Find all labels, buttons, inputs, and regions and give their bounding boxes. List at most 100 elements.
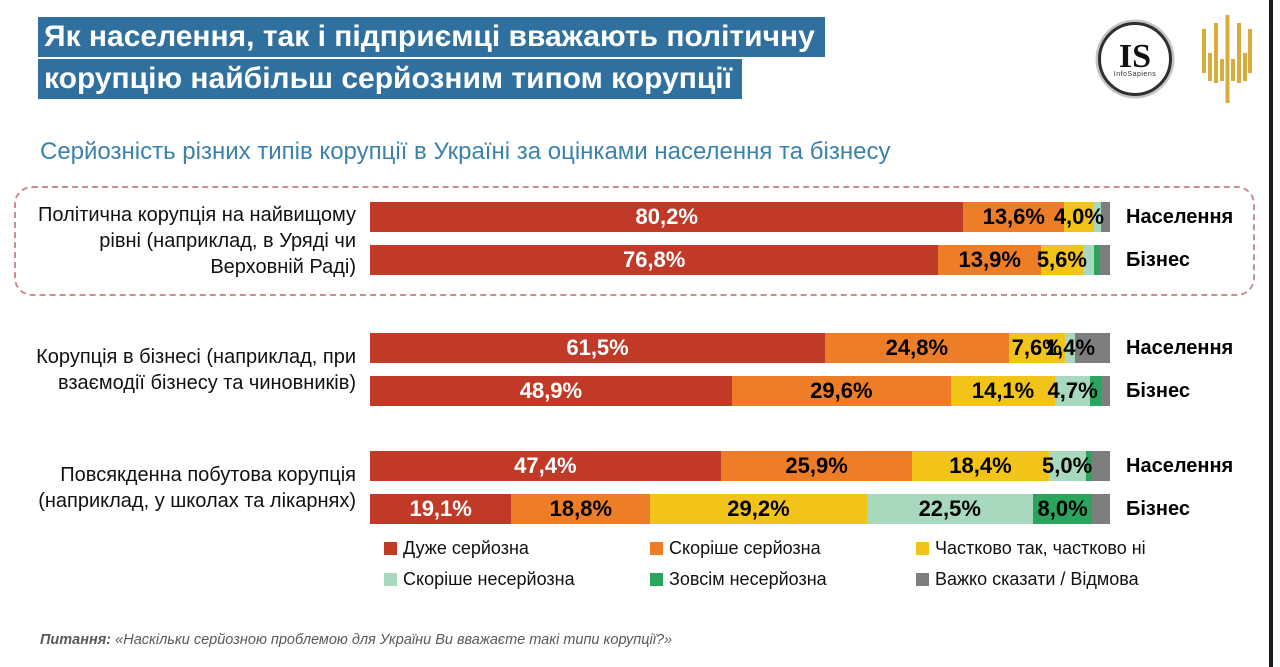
bar-segment-rather-serious: 25,9% (720, 451, 913, 481)
bar-value-label: 13,9% (958, 247, 1021, 272)
chart-title: Серйозність різних типів корупції в Укра… (40, 138, 891, 165)
bar-value-label: 5,6% (1036, 247, 1087, 272)
infosapiens-logo: IS InfoSapiens (1098, 22, 1172, 96)
legend-swatch-very-serious (384, 542, 397, 555)
legend-label: Скоріше серйозна (669, 538, 821, 558)
respondent-label: Бізнес (1126, 497, 1190, 520)
group-rows: 61,5% 24,8% 7,6% 1,4% Населення 48,9% 29,6% 14,… (370, 333, 1246, 406)
legend-item: Скоріше несерйозна (384, 569, 650, 590)
bar-segment-rather-serious: 24,8% (825, 333, 1009, 363)
bar-value-label: 1,4% (1044, 335, 1096, 360)
bar-segment-hard-to-say (1101, 202, 1110, 232)
bar-segment-partly-yes-no: 18,4% (912, 451, 1049, 481)
legend-item: Важко сказати / Відмова (916, 569, 1146, 590)
bar-segment-very-serious: 48,9% (370, 376, 732, 406)
bar-row: 47,4% 25,9% 18,4% 5,0% Населення (370, 451, 1246, 481)
bar-segment-partly-yes-no: 5,6% (1037, 245, 1087, 275)
bar-value-label: 19,1% (409, 496, 472, 521)
legend-label: Дуже серйозна (403, 538, 529, 558)
bar-row: 19,1% 18,8% 29,2% 22,5% 8,0% Бізнес (370, 494, 1246, 524)
bar-segment-very-serious: 76,8% (370, 245, 939, 275)
bar-segment-rather-serious: 29,6% (731, 376, 951, 406)
respondent-label: Населення (1126, 336, 1234, 359)
bar-segment-hard-to-say (1092, 494, 1110, 524)
legend-swatch-partly-yes-no (916, 542, 929, 555)
bar-segment-rather-not-serious: 1,4% (1045, 333, 1095, 363)
category-label: Повсякденна побутова корупція (наприклад… (38, 463, 356, 512)
bar-value-label: 18,4% (949, 453, 1012, 478)
bar-segment-hard-to-say (1075, 333, 1110, 363)
chart-group: Корупція в бізнесі (наприклад, при взаєм… (14, 317, 1255, 422)
bar-value-label: 4,7% (1047, 378, 1098, 403)
bar-segment-rather-not-serious (1082, 245, 1095, 275)
infosapiens-logo-text: IS (1118, 37, 1152, 75)
legend-swatch-hard-to-say (916, 573, 929, 586)
window-edge-line (1269, 0, 1273, 667)
chart-group: Повсякденна побутова корупція (наприклад… (14, 435, 1255, 540)
legend-item: Частково так, частково ні (916, 538, 1146, 559)
bar-row: 76,8% 13,9% 5,6% Бізнес (370, 245, 1246, 275)
bar-segment-very-serious: 61,5% (370, 333, 826, 363)
legend: Дуже серйозна Скоріше серйозна Частково та… (384, 538, 1146, 590)
bar-value-label: 29,2% (727, 496, 790, 521)
bar-value-label: 7,6% (1011, 335, 1062, 360)
bar-segment-not-serious-at-all (1085, 451, 1093, 481)
source-note: Питання: «Наскільки серйозною проблемою … (40, 632, 672, 648)
group-rows: 80,2% 13,6% 4,0% Населення 76,8% 13,9% 5,6% Біз… (370, 202, 1246, 280)
bar-segment-hard-to-say (1092, 451, 1110, 481)
bar-segment-not-serious-at-all (1089, 376, 1102, 406)
respondent-label: Населення (1126, 454, 1234, 477)
bar-segment-partly-yes-no: 14,1% (950, 376, 1056, 406)
legend-item: Скоріше серйозна (650, 538, 916, 559)
stacked-bar: 47,4% 25,9% 18,4% 5,0% (370, 451, 1110, 481)
legend-label: Скоріше несерйозна (403, 569, 575, 589)
bar-segment-not-serious-at-all: 8,0% (1033, 494, 1093, 524)
chart-groups: Політична корупція на найвищому рівні (н… (14, 186, 1255, 540)
page-title: Як населення, так і підприємці вважають … (38, 17, 825, 101)
bar-segment-very-serious: 47,4% (370, 451, 721, 481)
trident-logo (1202, 15, 1252, 103)
group-rows: 47,4% 25,9% 18,4% 5,0% Населення 19,1% 18,8% 29… (370, 451, 1246, 524)
respondent-label: Бізнес (1126, 248, 1190, 271)
bar-segment-very-serious: 80,2% (370, 202, 964, 232)
category-label: Політична корупція на найвищому рівні (н… (38, 204, 356, 278)
legend-swatch-not-serious-at-all (650, 573, 663, 586)
stacked-bar: 80,2% 13,6% 4,0% (370, 202, 1110, 232)
bar-value-label: 8,0% (1037, 496, 1088, 521)
infosapiens-logo-subtext: InfoSapiens (1113, 70, 1157, 78)
bar-segment-partly-yes-no: 29,2% (650, 494, 867, 524)
bar-value-label: 80,2% (635, 204, 698, 229)
respondent-label: Населення (1126, 205, 1234, 228)
source-note-prefix: Питання: (40, 632, 112, 648)
chart-group: Політична корупція на найвищому рівні (н… (14, 186, 1255, 296)
bar-segment-hard-to-say (1099, 245, 1110, 275)
category-label: Корупція в бізнесі (наприклад, при взаєм… (36, 345, 356, 394)
bar-segment-partly-yes-no: 4,0% (1054, 202, 1104, 232)
stacked-bar: 48,9% 29,6% 14,1% 4,7% (370, 376, 1110, 406)
bar-value-label: 48,9% (519, 378, 583, 403)
bar-value-label: 5,0% (1041, 453, 1093, 478)
legend-label: Важко сказати / Відмова (935, 569, 1139, 589)
bar-row: 48,9% 29,6% 14,1% 4,7% Бізнес (370, 376, 1246, 406)
bar-segment-rather-serious: 18,8% (511, 494, 651, 524)
bar-value-label: 13,6% (982, 204, 1045, 229)
bar-value-label: 76,8% (622, 247, 686, 272)
bar-segment-partly-yes-no: 7,6% (1008, 333, 1065, 363)
bar-value-label: 24,8% (885, 335, 949, 360)
title-line-2: корупцію найбільш серйозним типом корупц… (38, 59, 743, 99)
stacked-bar: 76,8% 13,9% 5,6% (370, 245, 1110, 275)
bar-segment-rather-not-serious: 22,5% (866, 494, 1034, 524)
bar-value-label: 61,5% (566, 335, 629, 360)
bar-value-label: 22,5% (918, 496, 981, 521)
bar-value-label: 29,6% (810, 378, 873, 403)
title-line-1: Як населення, так і підприємці вважають … (38, 17, 825, 57)
legend-label: Зовсім несерйозна (669, 569, 827, 589)
stacked-bar: 19,1% 18,8% 29,2% 22,5% 8,0% (370, 494, 1110, 524)
respondent-label: Бізнес (1126, 379, 1190, 402)
bar-segment-very-serious: 19,1% (370, 494, 512, 524)
bar-value-label: 14,1% (971, 378, 1035, 403)
source-note-text: «Наскільки серйозною проблемою для Украї… (115, 632, 673, 648)
bar-segment-rather-not-serious: 5,0% (1042, 451, 1092, 481)
bar-segment-not-serious-at-all (1094, 245, 1100, 275)
bar-segment-hard-to-say (1101, 376, 1110, 406)
